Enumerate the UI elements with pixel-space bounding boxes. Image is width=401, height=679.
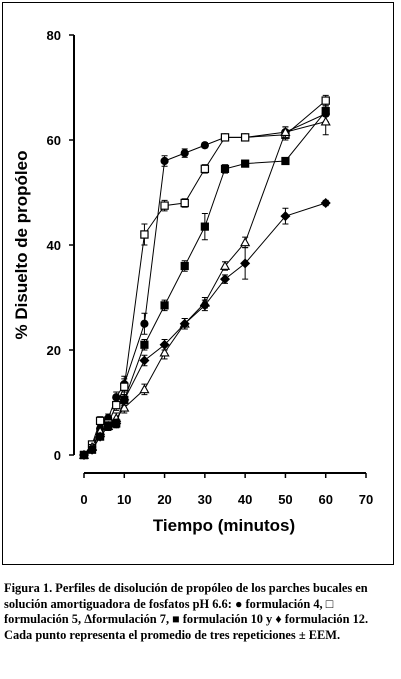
point-open-triangle [240,237,251,247]
point-filled-diamond [78,449,90,461]
caption-label: Figura 1. [4,581,53,595]
point-filled-square [321,107,330,116]
caption-text-3: formulación 5, [4,596,337,627]
point-filled-diamond [87,444,98,455]
filled-circle-icon: ● [234,596,243,611]
point-open-square [95,416,105,426]
point-filled-square [281,156,290,166]
point-filled-diamond [119,394,130,405]
series-open-square [79,94,330,460]
open-square-icon: □ [325,596,334,611]
point-filled-diamond [139,355,150,366]
y-tick-label: 80 [47,28,61,43]
point-open-square [220,133,230,142]
point-open-triangle [219,260,231,270]
x-tick-label: 50 [278,492,292,507]
x-axis-title: Tiempo (minutos) [153,516,295,535]
dissolution-chart: 0 20 40 60 80 0 10 20 30 40 50 60 70 % Disuelto de … [12,28,373,535]
x-tick-label: 10 [117,492,131,507]
point-filled-diamond [320,197,331,209]
point-filled-diamond [199,300,210,311]
x-axis-ticks: 0 10 20 30 40 50 60 70 [80,473,373,507]
point-open-square [112,400,121,410]
point-filled-square [140,340,149,349]
y-axis-title: % Disuelto de propóleo [12,151,31,340]
point-filled-square [200,222,209,231]
y-tick-label: 40 [47,238,61,253]
y-tick-label: 20 [47,343,61,358]
series-layer [78,94,331,461]
point-filled-circle [140,319,149,328]
point-filled-diamond [103,421,114,432]
point-filled-circle [160,156,169,166]
series-filled-diamond [78,197,331,461]
point-filled-diamond [240,258,251,269]
point-open-square [180,198,189,208]
point-filled-square [220,164,230,173]
x-tick-label: 60 [318,492,332,507]
point-filled-circle [200,141,209,150]
point-filled-diamond [280,211,291,222]
point-filled-diamond [179,318,190,329]
caption-text-4: formulación 7, [91,612,173,627]
point-open-triangle [159,347,170,357]
point-filled-diamond [111,418,122,429]
y-axis-ticks: 0 20 40 60 80 [47,28,74,463]
caption-text-1: Perfiles de disolución de propóleo de lo… [4,581,371,611]
point-open-square [160,201,169,210]
triangle-icon: Δ [84,612,92,627]
point-filled-diamond [95,431,106,442]
point-open-square [240,133,250,142]
point-filled-square [241,159,250,168]
point-open-triangle [280,126,291,136]
point-filled-circle [180,149,189,158]
point-open-square [140,230,149,239]
filled-square-icon: ■ [172,612,180,627]
x-tick-label: 30 [198,492,212,507]
figure-frame [2,2,394,565]
x-tick-label: 70 [359,492,373,507]
y-tick-label: 60 [47,133,61,148]
caption-text-5: formulación 10 y [179,612,276,627]
x-tick-label: 40 [238,492,252,507]
point-open-square [120,382,129,391]
x-tick-label: 0 [80,492,87,507]
point-open-triangle [139,384,150,394]
point-filled-diamond [159,339,170,350]
caption-text-6: formulación 12. Cada punto representa el… [4,612,372,642]
point-filled-diamond [219,274,231,285]
caption-text-2: formulación 4, [242,596,326,611]
series-line [83,202,326,456]
diamond-icon: ♦ [275,612,282,627]
figure-caption: Figura 1. Perfiles de disolución de prop… [4,581,396,643]
point-open-square [321,96,330,105]
y-tick-label: 0 [54,448,61,463]
x-tick-label: 20 [157,492,171,507]
point-open-triangle [320,116,331,126]
point-filled-square [180,261,189,271]
point-filled-square [160,301,169,310]
point-open-square [200,164,210,174]
